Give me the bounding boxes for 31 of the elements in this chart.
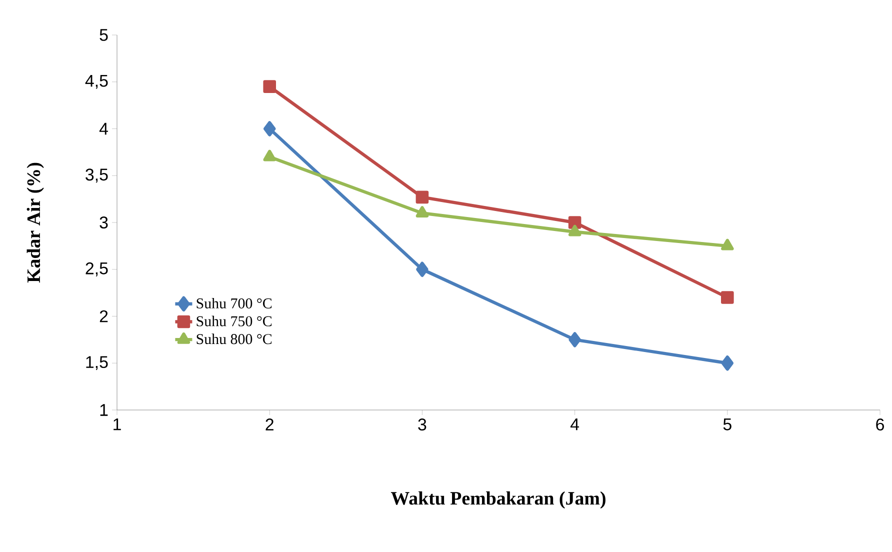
point (416, 206, 429, 218)
point (263, 80, 276, 93)
y-tick-label: 2,5 (86, 262, 108, 276)
point (721, 356, 734, 371)
y-tick-label: 5 (100, 29, 108, 41)
y-tick-label: 1,5 (86, 356, 108, 370)
y-axis-title: Kadar Air (%) (26, 162, 44, 283)
point (416, 262, 428, 277)
y-tick-label: 2 (100, 310, 108, 322)
legend-label: Suhu 800 °C (196, 334, 272, 344)
point (416, 190, 429, 204)
point (721, 238, 734, 250)
y-tick-label: 3 (100, 216, 108, 228)
x-tick-label: 1 (114, 418, 121, 430)
y-tick-label: 4,5 (85, 74, 108, 89)
x-axis-title: Waktu Pembakaran (Jam) (390, 491, 606, 509)
x-tick-label: 6 (876, 418, 884, 431)
point (568, 332, 581, 348)
point (264, 121, 276, 136)
point (263, 150, 276, 162)
x-tick-label: 2 (266, 418, 274, 430)
y-tick-label: 3,5 (86, 168, 108, 183)
x-tick-label: 3 (418, 418, 426, 431)
x-tick-label: 4 (570, 418, 580, 430)
legend-label: Suhu 750 °C (196, 316, 272, 326)
point (568, 224, 582, 236)
y-tick-label: 1 (100, 404, 108, 416)
y-tick-label: 4 (99, 122, 108, 135)
point (721, 291, 734, 304)
x-tick-label: 5 (723, 418, 732, 430)
legend-label: Suhu 700 °C (196, 298, 272, 308)
